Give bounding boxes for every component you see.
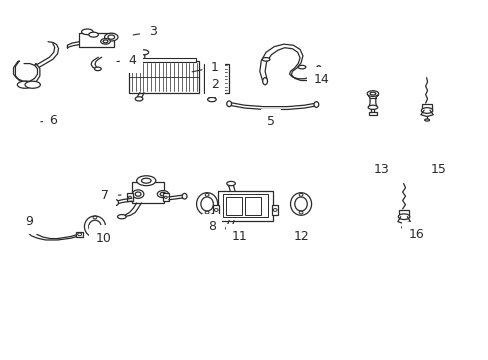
Bar <box>226 197 241 215</box>
Text: 16: 16 <box>407 228 423 241</box>
Ellipse shape <box>298 66 305 69</box>
Bar <box>421 104 431 109</box>
Text: 7: 7 <box>101 189 121 202</box>
Ellipse shape <box>210 58 220 63</box>
Text: 12: 12 <box>293 230 309 243</box>
Ellipse shape <box>207 98 216 102</box>
Ellipse shape <box>201 197 213 211</box>
Ellipse shape <box>104 33 118 41</box>
Text: 8: 8 <box>207 220 216 233</box>
Bar <box>218 190 273 221</box>
Bar <box>203 64 228 93</box>
Ellipse shape <box>182 193 186 199</box>
Bar <box>163 193 168 201</box>
Bar <box>213 205 219 215</box>
Ellipse shape <box>81 29 93 35</box>
Ellipse shape <box>89 220 101 233</box>
Ellipse shape <box>421 108 432 113</box>
Text: 1: 1 <box>192 60 219 73</box>
Bar <box>127 193 133 201</box>
Text: 9: 9 <box>25 215 33 228</box>
Ellipse shape <box>196 193 217 215</box>
Bar <box>398 210 408 216</box>
Ellipse shape <box>157 190 168 198</box>
Text: 3: 3 <box>133 25 156 38</box>
Bar <box>79 32 113 47</box>
Text: 11: 11 <box>231 229 247 243</box>
Ellipse shape <box>113 200 118 206</box>
Text: 13: 13 <box>372 161 388 176</box>
Ellipse shape <box>398 214 409 220</box>
Ellipse shape <box>25 81 41 88</box>
Ellipse shape <box>141 178 151 183</box>
Ellipse shape <box>316 66 321 73</box>
Ellipse shape <box>84 216 105 237</box>
Bar <box>245 197 260 215</box>
Bar <box>368 112 376 115</box>
Ellipse shape <box>290 193 311 215</box>
Ellipse shape <box>225 226 234 230</box>
Ellipse shape <box>101 39 110 44</box>
Text: 4: 4 <box>117 54 136 67</box>
Text: 10: 10 <box>95 232 111 245</box>
Ellipse shape <box>135 192 141 196</box>
Bar <box>272 205 278 215</box>
Text: 15: 15 <box>430 162 446 176</box>
Ellipse shape <box>262 58 269 61</box>
Ellipse shape <box>89 32 98 37</box>
Ellipse shape <box>424 119 428 121</box>
Ellipse shape <box>226 101 231 107</box>
Ellipse shape <box>94 67 101 71</box>
Ellipse shape <box>108 35 114 39</box>
Ellipse shape <box>367 105 377 109</box>
Ellipse shape <box>401 226 406 228</box>
Ellipse shape <box>369 92 375 95</box>
Ellipse shape <box>117 215 126 219</box>
Ellipse shape <box>226 181 235 186</box>
Ellipse shape <box>366 91 378 96</box>
Ellipse shape <box>160 192 165 196</box>
Bar <box>76 231 83 237</box>
Bar <box>21 213 32 221</box>
Ellipse shape <box>313 102 318 107</box>
Text: 5: 5 <box>265 115 274 128</box>
Text: 2: 2 <box>207 78 219 91</box>
Ellipse shape <box>135 97 142 101</box>
Ellipse shape <box>139 50 148 55</box>
Bar <box>223 194 268 217</box>
Text: 14: 14 <box>313 73 328 86</box>
Bar <box>128 62 199 93</box>
Ellipse shape <box>103 40 108 43</box>
Ellipse shape <box>136 176 156 186</box>
Bar <box>132 58 196 62</box>
Ellipse shape <box>294 197 306 211</box>
Ellipse shape <box>262 78 267 85</box>
Ellipse shape <box>132 190 143 198</box>
Ellipse shape <box>17 81 33 88</box>
Text: 6: 6 <box>41 113 57 126</box>
Bar <box>132 183 164 203</box>
